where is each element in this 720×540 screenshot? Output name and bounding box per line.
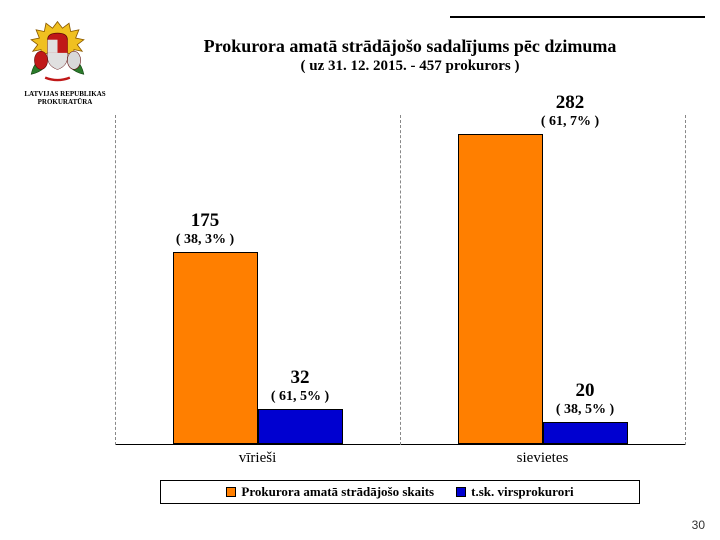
legend-swatch bbox=[456, 487, 466, 497]
legend-label: Prokurora amatā strādājošo skaits bbox=[241, 484, 434, 500]
legend-item: t.sk. virsprokurori bbox=[456, 484, 573, 500]
bar bbox=[543, 422, 628, 444]
org-line1: LATVIJAS REPUBLIKAS bbox=[5, 90, 125, 98]
bar-percent: ( 61, 5% ) bbox=[245, 389, 355, 405]
chart-title: Prokurora amatā strādājošo sadalījums pē… bbox=[110, 36, 710, 57]
chart-area: 175( 38, 3% )32( 61, 5% )282( 61, 7% )20… bbox=[115, 115, 685, 445]
category-label: sievietes bbox=[400, 450, 685, 467]
bar-percent: ( 38, 3% ) bbox=[150, 232, 260, 248]
coat-of-arms-icon bbox=[15, 15, 100, 85]
header-divider bbox=[450, 16, 705, 18]
page-number: 30 bbox=[692, 518, 705, 532]
bar-label: 20( 38, 5% ) bbox=[530, 380, 640, 418]
bar-value: 20 bbox=[530, 380, 640, 402]
org-label: LATVIJAS REPUBLIKAS PROKURATŪRA bbox=[5, 90, 125, 107]
bar bbox=[258, 409, 343, 444]
chart-subtitle: ( uz 31. 12. 2015. - 457 prokurors ) bbox=[110, 58, 710, 75]
grid-line bbox=[685, 115, 686, 445]
bar-label: 175( 38, 3% ) bbox=[150, 210, 260, 248]
category-label: vīrieši bbox=[115, 450, 400, 467]
bar-value: 282 bbox=[515, 92, 625, 114]
bar-value: 175 bbox=[150, 210, 260, 232]
legend-swatch bbox=[226, 487, 236, 497]
grid-line bbox=[115, 115, 116, 445]
bar-percent: ( 61, 7% ) bbox=[515, 114, 625, 130]
bar-percent: ( 38, 5% ) bbox=[530, 402, 640, 418]
legend: Prokurora amatā strādājošo skaits t.sk. v… bbox=[160, 480, 640, 504]
grid-line bbox=[400, 115, 401, 445]
category-labels: vīriešisievietes bbox=[115, 450, 685, 470]
bar-label: 32( 61, 5% ) bbox=[245, 367, 355, 405]
bar-label: 282( 61, 7% ) bbox=[515, 92, 625, 130]
bar bbox=[173, 252, 258, 445]
org-line2: PROKURATŪRA bbox=[5, 98, 125, 106]
legend-item: Prokurora amatā strādājošo skaits bbox=[226, 484, 434, 500]
bar-value: 32 bbox=[245, 367, 355, 389]
legend-label: t.sk. virsprokurori bbox=[471, 484, 573, 500]
